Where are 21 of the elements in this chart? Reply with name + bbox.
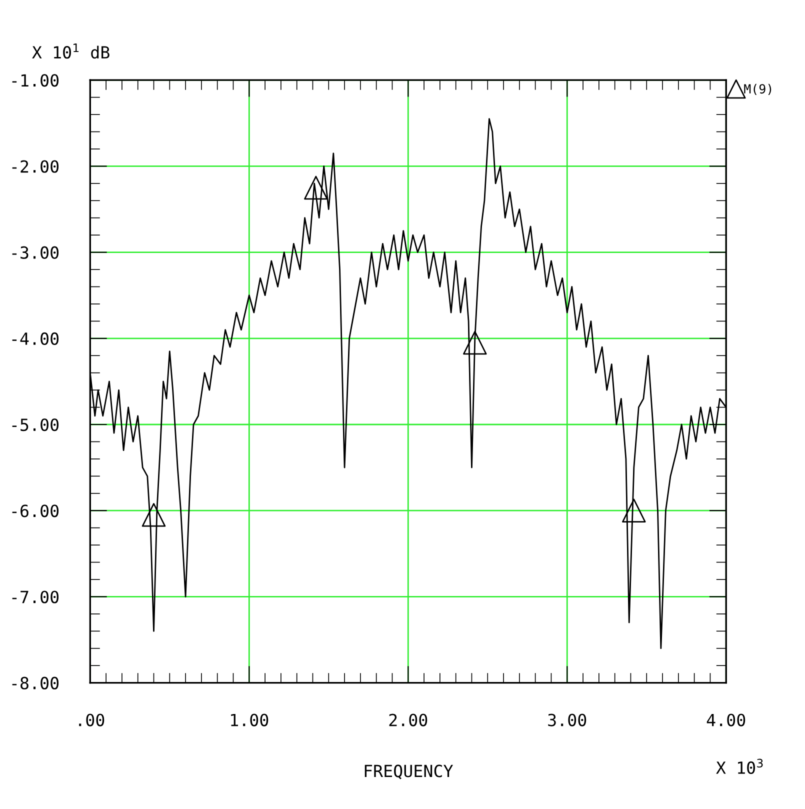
point (622, 498, 646, 522)
y-tick-label: -3.00 (12, 246, 59, 259)
point (142, 503, 166, 527)
x-tick-label: 3.00 (548, 714, 586, 726)
x-axis-title: FREQUENCY (364, 764, 453, 780)
text: X 10$^{3}$ (716, 758, 763, 774)
y-tick-label: -4.00 (12, 332, 59, 346)
y-tick-label: -2.00 (12, 160, 59, 173)
x-tick-label: .00 (79, 714, 104, 726)
point (463, 330, 487, 355)
point (304, 176, 328, 200)
legend-label: M(9) (744, 84, 772, 96)
x-tick-label: 2.00 (389, 714, 428, 726)
y-tick-label: -1.00 (12, 74, 59, 87)
x-tick-label: 1.00 (231, 714, 268, 726)
y-tick-label: -8.00 (12, 676, 59, 690)
x-tick-label: 4.00 (706, 714, 746, 726)
y-tick-label: -7.00 (12, 590, 59, 604)
y-tick-label: -6.00 (12, 504, 59, 518)
y-axis-title: X 10$^{1}$ dB (32, 44, 110, 59)
y-tick-label: -5.00 (12, 418, 59, 432)
